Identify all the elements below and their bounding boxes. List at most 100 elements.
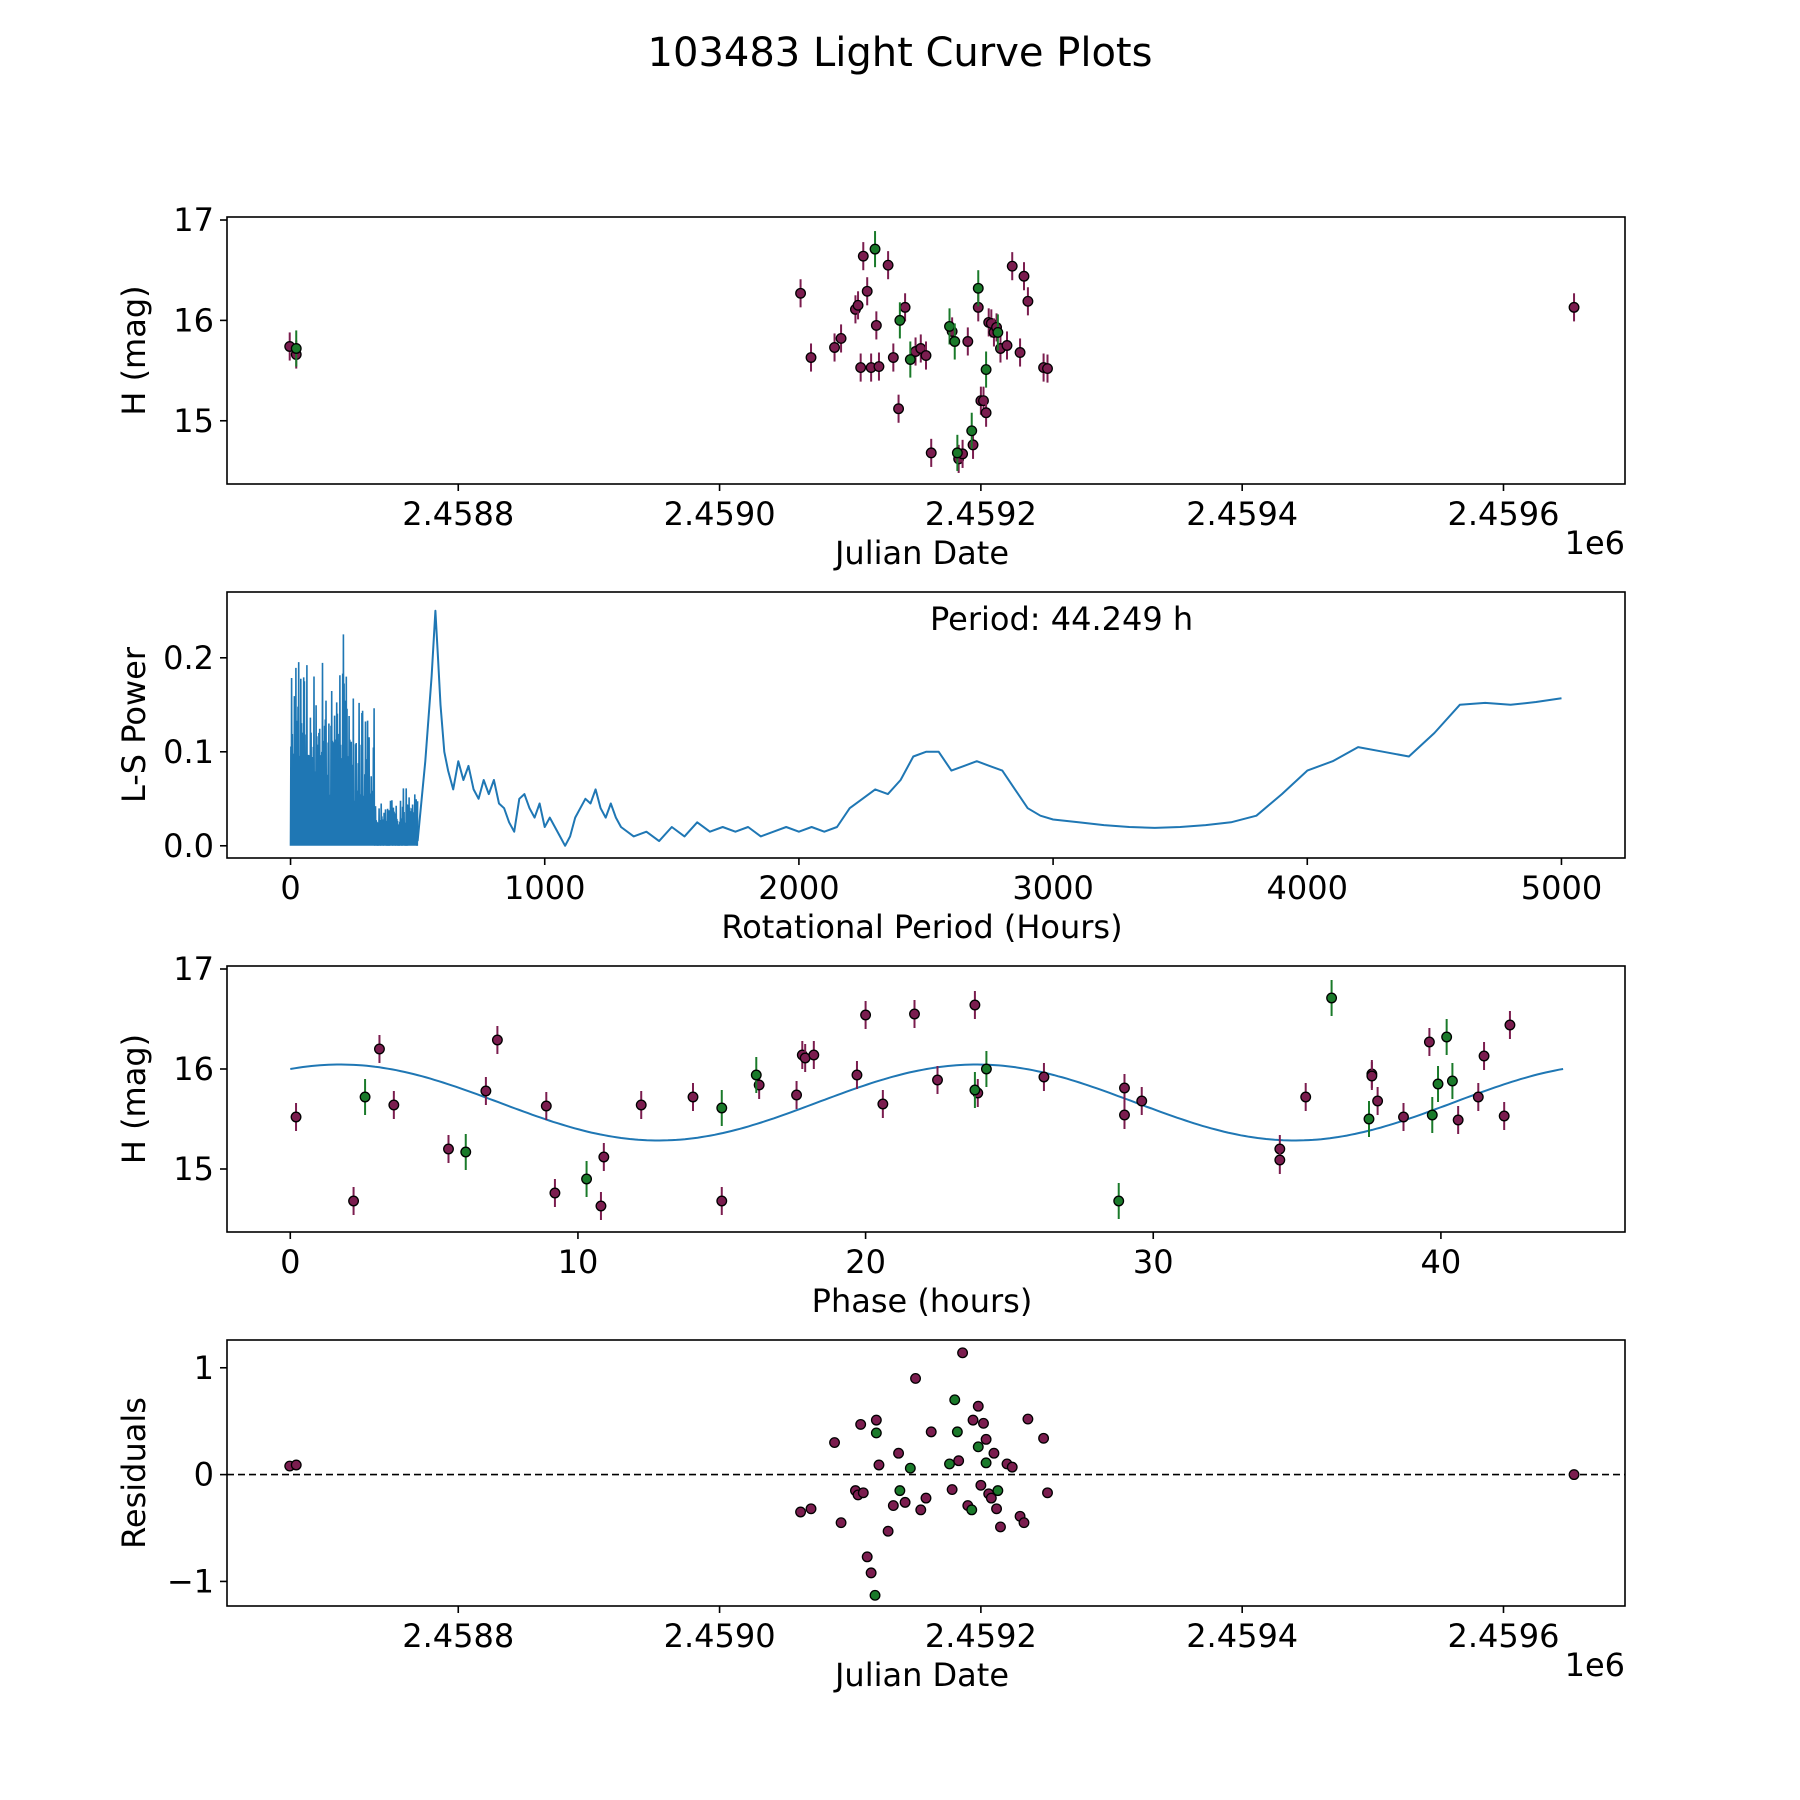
x-tick-label: 20 xyxy=(845,1243,886,1281)
data-point-band-o xyxy=(857,250,869,262)
x-tick-label: 2.4592 xyxy=(925,495,1037,533)
data-point-band-o xyxy=(443,1143,454,1155)
x-tick-label: 2000 xyxy=(758,869,839,907)
y-tick-label: 17 xyxy=(173,201,214,239)
data-point-band-o xyxy=(1006,1461,1018,1473)
residuals-panel: 2.4588 2.4590 2.4592 2.4594 2.4596 −1 0 1 Julian… xyxy=(115,1339,1626,1694)
data-point-band-o xyxy=(975,1479,987,1491)
data-point-band-o xyxy=(925,447,937,459)
data-point-band-o xyxy=(491,1034,503,1046)
data-point-band-c xyxy=(1446,1075,1458,1087)
data-point-band-o xyxy=(795,1506,807,1518)
axes-frame xyxy=(226,216,1626,485)
data-point-band-c xyxy=(969,1084,981,1096)
data-point-band-c xyxy=(716,1102,728,1114)
x-tick-label: 2.4592 xyxy=(925,1617,1037,1655)
y-axis-label: Residuals xyxy=(115,1397,153,1549)
x-tick-label: 2.4590 xyxy=(664,1617,776,1655)
y-tick-label: 0.2 xyxy=(163,639,214,677)
y-tick-label: 16 xyxy=(173,301,214,339)
y-tick-label: 17 xyxy=(173,950,214,988)
data-point-band-c xyxy=(904,1462,916,1474)
data-point-band-c xyxy=(869,1589,881,1601)
x-tick-label: 2.4594 xyxy=(1186,1617,1298,1655)
data-point-band-o xyxy=(795,287,807,299)
phased-panel: 0 10 20 30 40 15 16 17 Phase (hours) H (mag) xyxy=(115,950,1626,1320)
data-point-band-o xyxy=(1568,1469,1580,1481)
x-tick-label: 2.4596 xyxy=(1448,495,1560,533)
data-point-band-c xyxy=(290,343,302,354)
data-point-band-o xyxy=(920,350,932,361)
data-point-band-o xyxy=(972,1400,984,1412)
data-point-band-c xyxy=(966,425,978,437)
y-tick-label: 15 xyxy=(173,1150,214,1188)
data-point-band-o xyxy=(835,1517,847,1529)
data-point-band-o xyxy=(873,1459,885,1471)
data-point-band-o xyxy=(855,362,867,374)
model-sinusoid xyxy=(290,1063,1564,1142)
data-point-band-o xyxy=(348,1195,360,1207)
data-point-band-o xyxy=(290,1111,302,1123)
data-point-band-o xyxy=(1018,270,1030,282)
data-point-band-c xyxy=(944,320,955,332)
data-point-band-c xyxy=(980,1063,992,1075)
y-tick-label: 16 xyxy=(173,1050,214,1088)
data-point-band-o xyxy=(1119,1082,1130,1094)
data-point-band-o xyxy=(1038,1432,1050,1444)
x-axis-label: Julian Date xyxy=(833,1656,1009,1694)
data-point-band-c xyxy=(894,314,906,326)
data-point-band-c xyxy=(1426,1109,1438,1121)
data-point-band-o xyxy=(808,1049,820,1061)
data-point-band-c xyxy=(966,1504,978,1516)
y-axis-label: L-S Power xyxy=(115,646,153,803)
data-point-band-o xyxy=(946,1484,958,1496)
data-point-band-o xyxy=(835,333,847,344)
data-point-band-o xyxy=(893,1447,905,1459)
data-point-band-o xyxy=(865,1567,877,1579)
x-axis-label: Julian Date xyxy=(833,534,1009,572)
data-point-band-o xyxy=(920,1492,932,1504)
data-point-band-c xyxy=(870,1427,882,1439)
x-axis-label: Rotational Period (Hours) xyxy=(721,908,1122,946)
data-point-band-o xyxy=(882,1525,894,1537)
data-point-band-o xyxy=(1478,1050,1490,1062)
data-point-band-o xyxy=(877,1098,889,1110)
data-point-band-o xyxy=(1038,1071,1050,1083)
data-point-band-o xyxy=(1472,1091,1484,1103)
data-point-band-o xyxy=(980,407,992,419)
data-point-band-o xyxy=(969,999,981,1011)
data-point-band-o xyxy=(1504,1019,1516,1031)
x-tick-label: 1000 xyxy=(504,869,585,907)
data-point-band-o xyxy=(388,1099,400,1111)
data-point-band-o xyxy=(374,1043,385,1055)
x-tick-label: 0 xyxy=(280,869,300,907)
data-point-band-o xyxy=(978,1417,989,1429)
data-point-band-o xyxy=(687,1091,699,1103)
data-point-band-c xyxy=(869,243,881,255)
data-point-band-o xyxy=(857,1487,869,1499)
data-point-band-o xyxy=(1018,1517,1030,1529)
data-point-band-o xyxy=(953,1455,965,1467)
data-point-band-c xyxy=(980,364,992,376)
data-point-band-o xyxy=(899,301,911,313)
data-point-band-o xyxy=(290,1459,302,1471)
data-point-band-c xyxy=(359,1091,371,1103)
data-point-band-o xyxy=(1001,340,1013,351)
x-tick-label: 2.4590 xyxy=(664,495,776,533)
data-point-band-o xyxy=(1274,1154,1286,1166)
data-point-band-o xyxy=(873,361,885,373)
y-tick-label: 15 xyxy=(173,402,214,440)
data-point-band-c xyxy=(951,447,963,459)
axes-frame xyxy=(226,965,1626,1233)
x-tick-label: 2.4588 xyxy=(402,495,514,533)
data-point-band-c xyxy=(460,1146,472,1158)
data-point-band-o xyxy=(899,1496,911,1508)
data-point-band-c xyxy=(750,1069,762,1081)
y-tick-label: 1 xyxy=(194,1349,214,1387)
y-tick-label: 0 xyxy=(194,1456,214,1494)
data-point-band-o xyxy=(1372,1095,1384,1107)
data-point-band-c xyxy=(1441,1031,1453,1043)
data-point-band-o xyxy=(1423,1036,1435,1048)
data-point-band-o xyxy=(861,285,873,297)
